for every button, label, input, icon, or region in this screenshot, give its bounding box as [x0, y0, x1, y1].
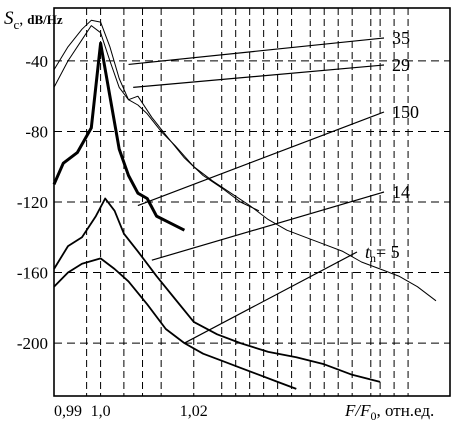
- x-tick-labels: 0,99 1,0 1,02: [54, 403, 208, 420]
- y-tick-label: -200: [17, 334, 48, 353]
- x-tick-label: 0,99: [54, 403, 82, 420]
- x-tick-label: 1,02: [180, 403, 208, 420]
- plot-frame: [53, 7, 451, 397]
- annotation-layer: 35 29 150 14 tn= 5: [128, 28, 419, 344]
- series-annotation-label: 14: [392, 182, 410, 202]
- y-tick-label: -120: [17, 193, 48, 212]
- series-annotation-label: tn= 5: [365, 242, 400, 265]
- grid-lines: [54, 8, 450, 396]
- leader-line: [133, 64, 385, 88]
- leader-line: [137, 111, 385, 207]
- x-tick-label: 1,0: [91, 403, 111, 420]
- leader-line: [151, 191, 385, 261]
- y-tick-label: -160: [17, 264, 48, 283]
- series-annotation-label: 35: [392, 28, 410, 48]
- series-annotation-label: 150: [392, 102, 419, 122]
- y-tick-labels: -40 -80 -120 -160 -200: [17, 52, 48, 353]
- x-axis-label: F/F0, отн.ед.: [344, 401, 434, 423]
- series-line-35: [53, 19, 437, 302]
- series-line-29: [53, 25, 260, 212]
- y-tick-label: -40: [25, 52, 48, 71]
- leader-line: [184, 251, 358, 344]
- leader-line: [128, 37, 385, 66]
- y-axis-label: Sc, dB/Hz: [4, 8, 63, 32]
- series-line-14: [53, 197, 381, 383]
- y-tick-label: -80: [25, 122, 48, 141]
- series-annotation-label: 29: [392, 55, 410, 75]
- series-line-150: [52, 41, 186, 232]
- series-layer: [52, 19, 437, 390]
- series-line-t: [53, 257, 297, 390]
